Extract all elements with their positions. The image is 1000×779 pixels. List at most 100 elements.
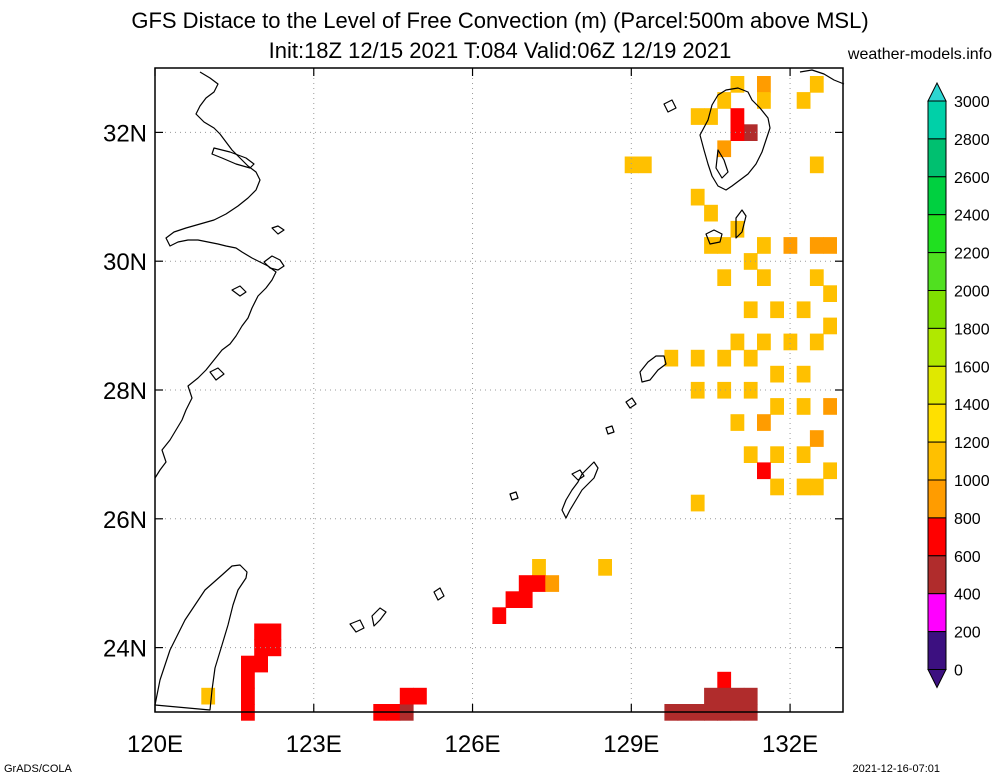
colorbar-box — [927, 176, 947, 216]
colorbar-label: 200 — [954, 625, 981, 642]
lfc-cell — [809, 76, 824, 93]
lfc-cell — [518, 575, 533, 592]
lat-tick-label: 30N — [103, 249, 147, 276]
chart-subtitle: Init:18Z 12/15 2021 T:084 Valid:06Z 12/1… — [268, 38, 732, 63]
colorbar-label: 400 — [954, 587, 981, 604]
colorbar-box — [927, 214, 947, 254]
colorbar-label: 2600 — [954, 170, 990, 187]
generation-timestamp: 2021-12-16-07:01 — [852, 763, 940, 775]
lfc-cell — [770, 365, 784, 383]
axis-ticks: 120E 123E 126E 129E 132E 24N 26N 28N 30N 32N — [103, 68, 843, 758]
lfc-cell — [823, 398, 837, 415]
lfc-cell — [704, 237, 718, 254]
coastline-amami — [639, 355, 667, 383]
colorbar-box — [927, 441, 947, 481]
lfc-cell — [796, 398, 811, 415]
colorbar-label: 2400 — [954, 208, 990, 225]
lfc-cell — [730, 414, 745, 431]
lfc-cell — [413, 687, 427, 705]
lfc-cell — [743, 446, 758, 463]
lfc-cell — [637, 156, 652, 174]
colorbar-label: 2200 — [954, 246, 990, 263]
lfc-cell — [783, 237, 798, 254]
lfc-cell — [809, 269, 824, 286]
lfc-cell — [690, 494, 705, 512]
colorbar-box — [927, 517, 947, 557]
lfc-cell — [717, 140, 732, 158]
coastline-tokara-1 — [625, 397, 637, 409]
colorbar-label: 1200 — [954, 435, 990, 452]
coastline-miyako — [433, 587, 445, 601]
lfc-cell — [664, 349, 679, 367]
lfc-cell — [717, 92, 732, 109]
colorbar-box — [927, 138, 947, 178]
lat-tick-label: 24N — [103, 636, 147, 663]
colorbar-top-arrow — [927, 81, 947, 102]
lfc-cell — [809, 478, 824, 496]
colorbar-label: 3000 — [954, 94, 990, 111]
lfc-cell — [809, 237, 824, 254]
lfc-cell — [704, 204, 718, 222]
lfc-cell — [823, 462, 837, 480]
lfc-cell — [770, 398, 784, 415]
lat-tick-label: 28N — [103, 378, 147, 405]
colorbar-box — [927, 327, 947, 367]
colorbar-label: 1400 — [954, 397, 990, 414]
lfc-cell — [809, 333, 824, 351]
coastline-kyushu — [699, 87, 771, 191]
colorbar-box — [927, 593, 947, 633]
lfc-cell — [730, 124, 745, 141]
lfc-cell — [267, 639, 282, 657]
lat-tick-label: 32N — [103, 120, 147, 147]
colorbar-label: 1800 — [954, 321, 990, 338]
lfc-cell — [267, 623, 282, 641]
colorbar-box — [927, 290, 947, 329]
colorbar-box — [927, 365, 947, 405]
lfc-cell — [757, 333, 771, 351]
coastline-okinawa-west — [509, 491, 519, 501]
lfc-cell — [770, 478, 784, 496]
lfc-cell — [809, 430, 824, 447]
coastline-china — [154, 71, 277, 479]
lfc-cell — [690, 108, 705, 125]
coastlines — [154, 69, 845, 711]
lfc-cell — [704, 687, 718, 705]
lfc-cell — [241, 655, 255, 673]
lfc-cell — [690, 349, 705, 367]
lfc-cell — [624, 156, 639, 174]
lfc-cell — [809, 156, 824, 174]
coastline-iriomote — [349, 619, 365, 633]
lfc-cell — [796, 446, 811, 463]
colorbar-label: 1000 — [954, 473, 990, 490]
lfc-cell — [532, 559, 546, 576]
lfc-field — [201, 76, 837, 721]
coastline-tanegashima — [735, 209, 747, 239]
coastline-kyushu-bay — [715, 149, 729, 179]
lfc-cell — [690, 188, 705, 206]
coastline-goto — [663, 99, 677, 113]
lfc-cell — [783, 333, 798, 351]
lfc-cell — [796, 301, 811, 319]
coastline-island-1 — [231, 285, 247, 297]
lfc-cell — [532, 575, 546, 592]
lfc-cell — [241, 687, 255, 705]
lfc-cell — [770, 301, 784, 319]
coastline-island-2 — [209, 367, 225, 381]
lfc-cell — [743, 301, 758, 319]
lfc-cell — [796, 365, 811, 383]
colorbar-label: 600 — [954, 549, 981, 566]
lfc-cell — [796, 478, 811, 496]
lfc-cell — [717, 349, 732, 367]
coastline-yakushima — [705, 229, 723, 245]
colorbar-box — [927, 479, 947, 519]
lon-tick-label: 120E — [127, 731, 183, 758]
colorbar-box — [927, 403, 947, 443]
software-credit: GrADS/COLA — [4, 763, 72, 775]
lon-tick-label: 132E — [762, 731, 818, 758]
lon-tick-label: 129E — [603, 731, 659, 758]
colorbar-bottom-arrow — [927, 669, 947, 689]
colorbar-box — [927, 631, 947, 670]
lfc-cell — [399, 687, 414, 705]
coastline-tokara-2 — [605, 425, 615, 435]
